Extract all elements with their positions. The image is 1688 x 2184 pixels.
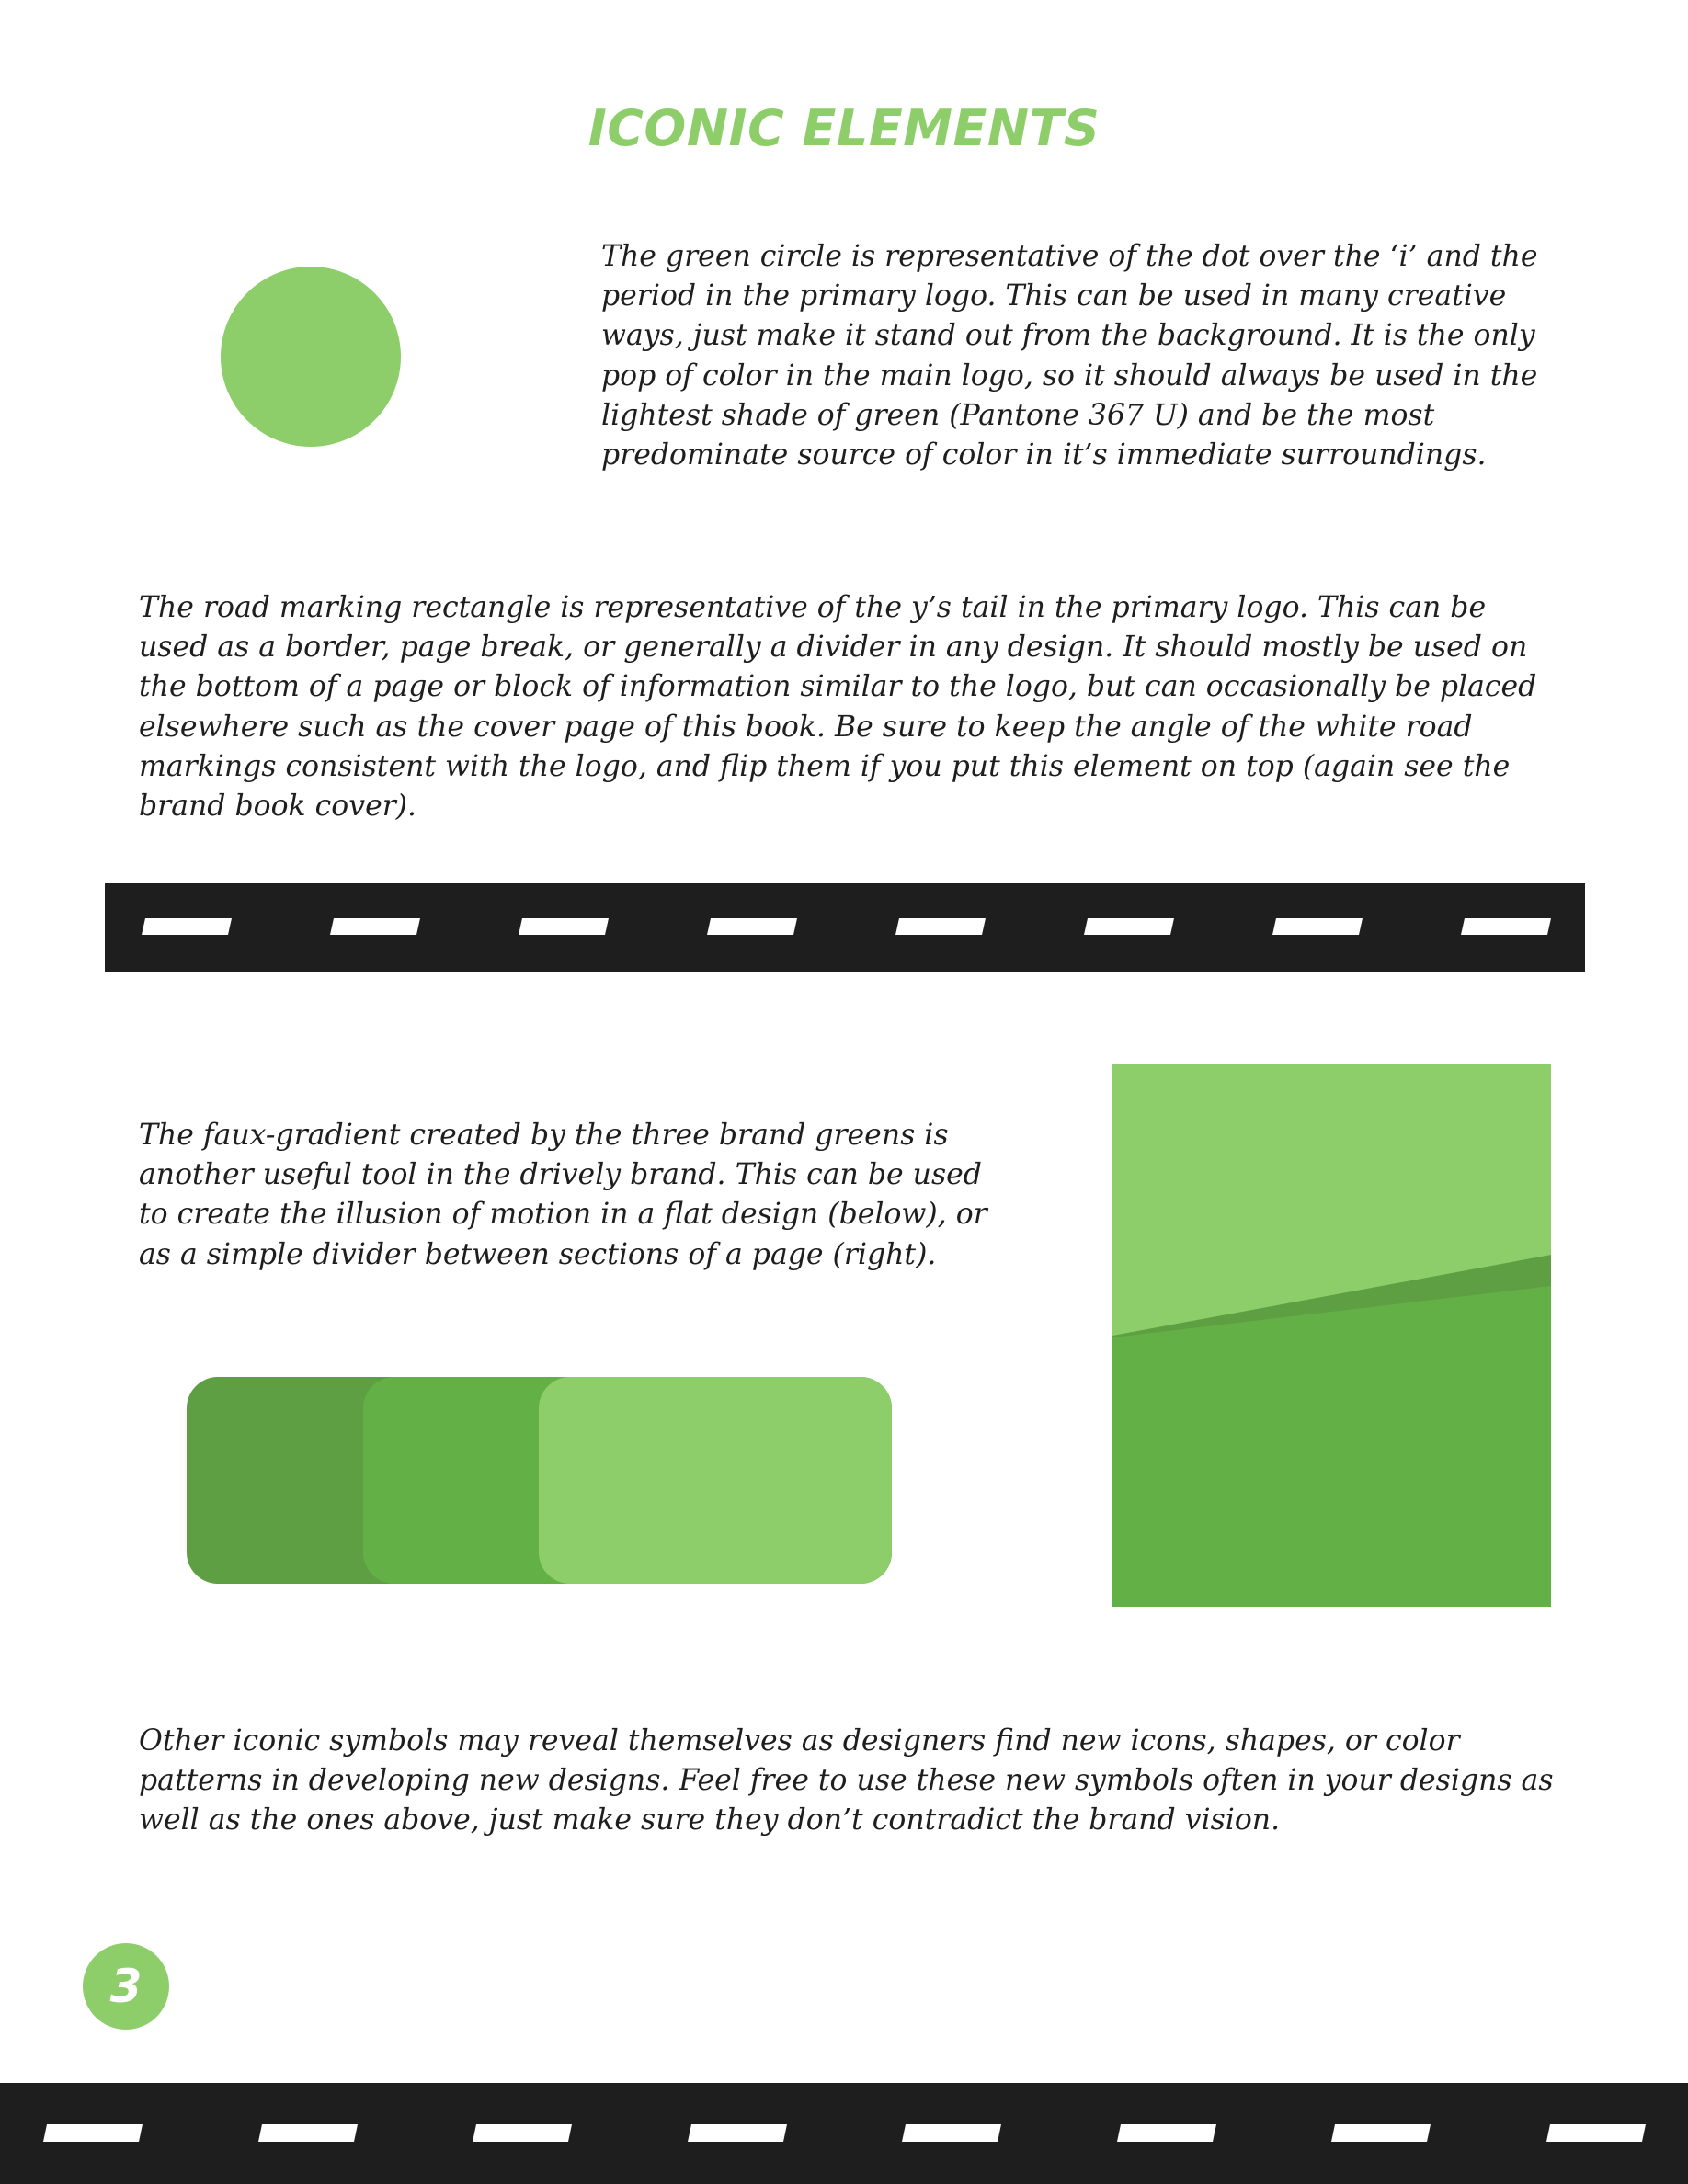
page-number-badge: 3 <box>83 1943 169 2030</box>
road-marking-divider <box>105 883 1585 972</box>
road-markings-icon <box>142 918 1551 935</box>
road-dash <box>258 2124 358 2142</box>
gradient-segment-light <box>539 1377 892 1584</box>
road-dashes <box>142 918 1551 935</box>
divider-mid-area <box>1112 1286 1551 1607</box>
road-dashes <box>43 2124 1646 2142</box>
road-dash <box>330 918 420 935</box>
road-dash <box>1331 2124 1431 2142</box>
page-title: ICONIC ELEMENTS <box>587 99 1101 157</box>
closing-description: Other iconic symbols may reveal themselv… <box>139 1724 1554 1837</box>
road-marking-footer <box>0 2083 1688 2184</box>
road-dash <box>142 918 232 935</box>
green-circle-icon <box>221 267 401 447</box>
road-dash <box>1084 918 1174 935</box>
road-dash <box>1117 2124 1216 2142</box>
road-dash <box>1461 918 1551 935</box>
gradient-divider-panel <box>1112 1064 1551 1607</box>
gradient-description: The faux-gradient created by the three b… <box>139 1119 987 1271</box>
road-dash <box>895 918 986 935</box>
road-dash <box>473 2124 572 2142</box>
road-dash <box>688 2124 787 2142</box>
faux-gradient-bar <box>187 1377 892 1584</box>
road-markings-icon <box>43 2124 1646 2142</box>
road-dash <box>902 2124 1001 2142</box>
road-dash <box>43 2124 143 2142</box>
road-dash <box>1272 918 1363 935</box>
circle-description: The green circle is representative of th… <box>601 240 1538 472</box>
road-marking-description: The road marking rectangle is representa… <box>139 591 1537 824</box>
road-dash <box>707 918 797 935</box>
road-dash <box>519 918 609 935</box>
road-dash <box>1546 2124 1646 2142</box>
